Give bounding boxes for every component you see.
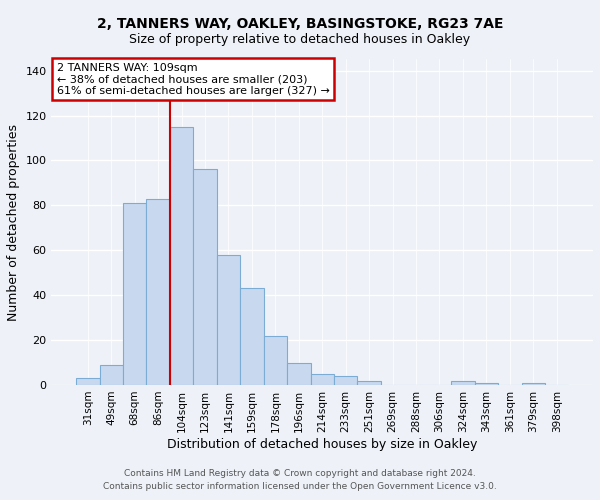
Bar — [193, 170, 217, 385]
Bar — [475, 383, 498, 385]
Text: 2 TANNERS WAY: 109sqm
← 38% of detached houses are smaller (203)
61% of semi-det: 2 TANNERS WAY: 109sqm ← 38% of detached … — [57, 62, 330, 96]
Bar — [240, 288, 263, 385]
Bar — [146, 198, 170, 385]
Bar — [76, 378, 100, 385]
X-axis label: Distribution of detached houses by size in Oakley: Distribution of detached houses by size … — [167, 438, 478, 450]
Text: 2, TANNERS WAY, OAKLEY, BASINGSTOKE, RG23 7AE: 2, TANNERS WAY, OAKLEY, BASINGSTOKE, RG2… — [97, 18, 503, 32]
Y-axis label: Number of detached properties: Number of detached properties — [7, 124, 20, 320]
Text: Contains HM Land Registry data © Crown copyright and database right 2024.: Contains HM Land Registry data © Crown c… — [124, 468, 476, 477]
Bar — [334, 376, 358, 385]
Bar — [451, 380, 475, 385]
Bar — [100, 365, 123, 385]
Bar — [358, 380, 381, 385]
Bar — [521, 383, 545, 385]
Bar — [287, 362, 311, 385]
Text: Size of property relative to detached houses in Oakley: Size of property relative to detached ho… — [130, 32, 470, 46]
Bar — [170, 127, 193, 385]
Bar — [311, 374, 334, 385]
Bar — [217, 255, 240, 385]
Bar — [263, 336, 287, 385]
Bar — [123, 203, 146, 385]
Text: Contains public sector information licensed under the Open Government Licence v3: Contains public sector information licen… — [103, 482, 497, 491]
